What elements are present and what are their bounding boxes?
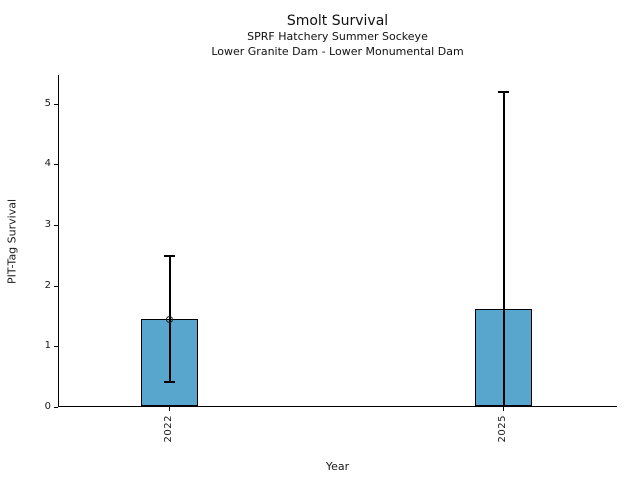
error-cap-upper-2025 — [498, 90, 510, 93]
y-axis-label: PIT-Tag Survival — [5, 198, 19, 284]
x-tick-label-2022: 2022 — [162, 415, 174, 443]
chart-header: Smolt Survival SPRF Hatchery Summer Sock… — [58, 12, 617, 59]
chart-title: Smolt Survival — [286, 13, 389, 29]
chart-subtitle-2: Lower Granite Dam - Lower Monumental Dam — [211, 44, 464, 58]
y-tick-mark — [54, 164, 58, 166]
x-tick-mark — [503, 407, 505, 411]
error-cap-lower-2025 — [498, 405, 510, 407]
y-tick-mark — [54, 346, 58, 348]
y-tick-label: 2 — [44, 279, 51, 291]
y-tick-mark — [54, 224, 58, 226]
y-tick-label: 4 — [44, 158, 51, 170]
error-bar-2025 — [502, 91, 505, 406]
y-tick-label: 0 — [44, 401, 51, 412]
y-tick-label: 5 — [44, 97, 51, 109]
y-tick-mark — [54, 103, 58, 105]
y-tick-mark — [54, 285, 58, 287]
error-cap-upper-2022 — [164, 255, 176, 258]
y-tick-mark — [54, 407, 58, 408]
plot-area: 0 1 2 3 4 5 2022 2025 — [45, 75, 617, 442]
y-tick-label: 3 — [44, 218, 51, 230]
x-axis-label: Year — [325, 460, 350, 473]
chart-subtitle-1: SPRF Hatchery Summer Sockeye — [247, 30, 428, 43]
x-tick-label-2025: 2025 — [496, 415, 508, 443]
error-cap-lower-2022 — [164, 380, 176, 383]
x-tick-mark — [169, 407, 171, 411]
y-tick-label: 1 — [44, 340, 51, 352]
point-marker-2022 — [166, 315, 174, 323]
